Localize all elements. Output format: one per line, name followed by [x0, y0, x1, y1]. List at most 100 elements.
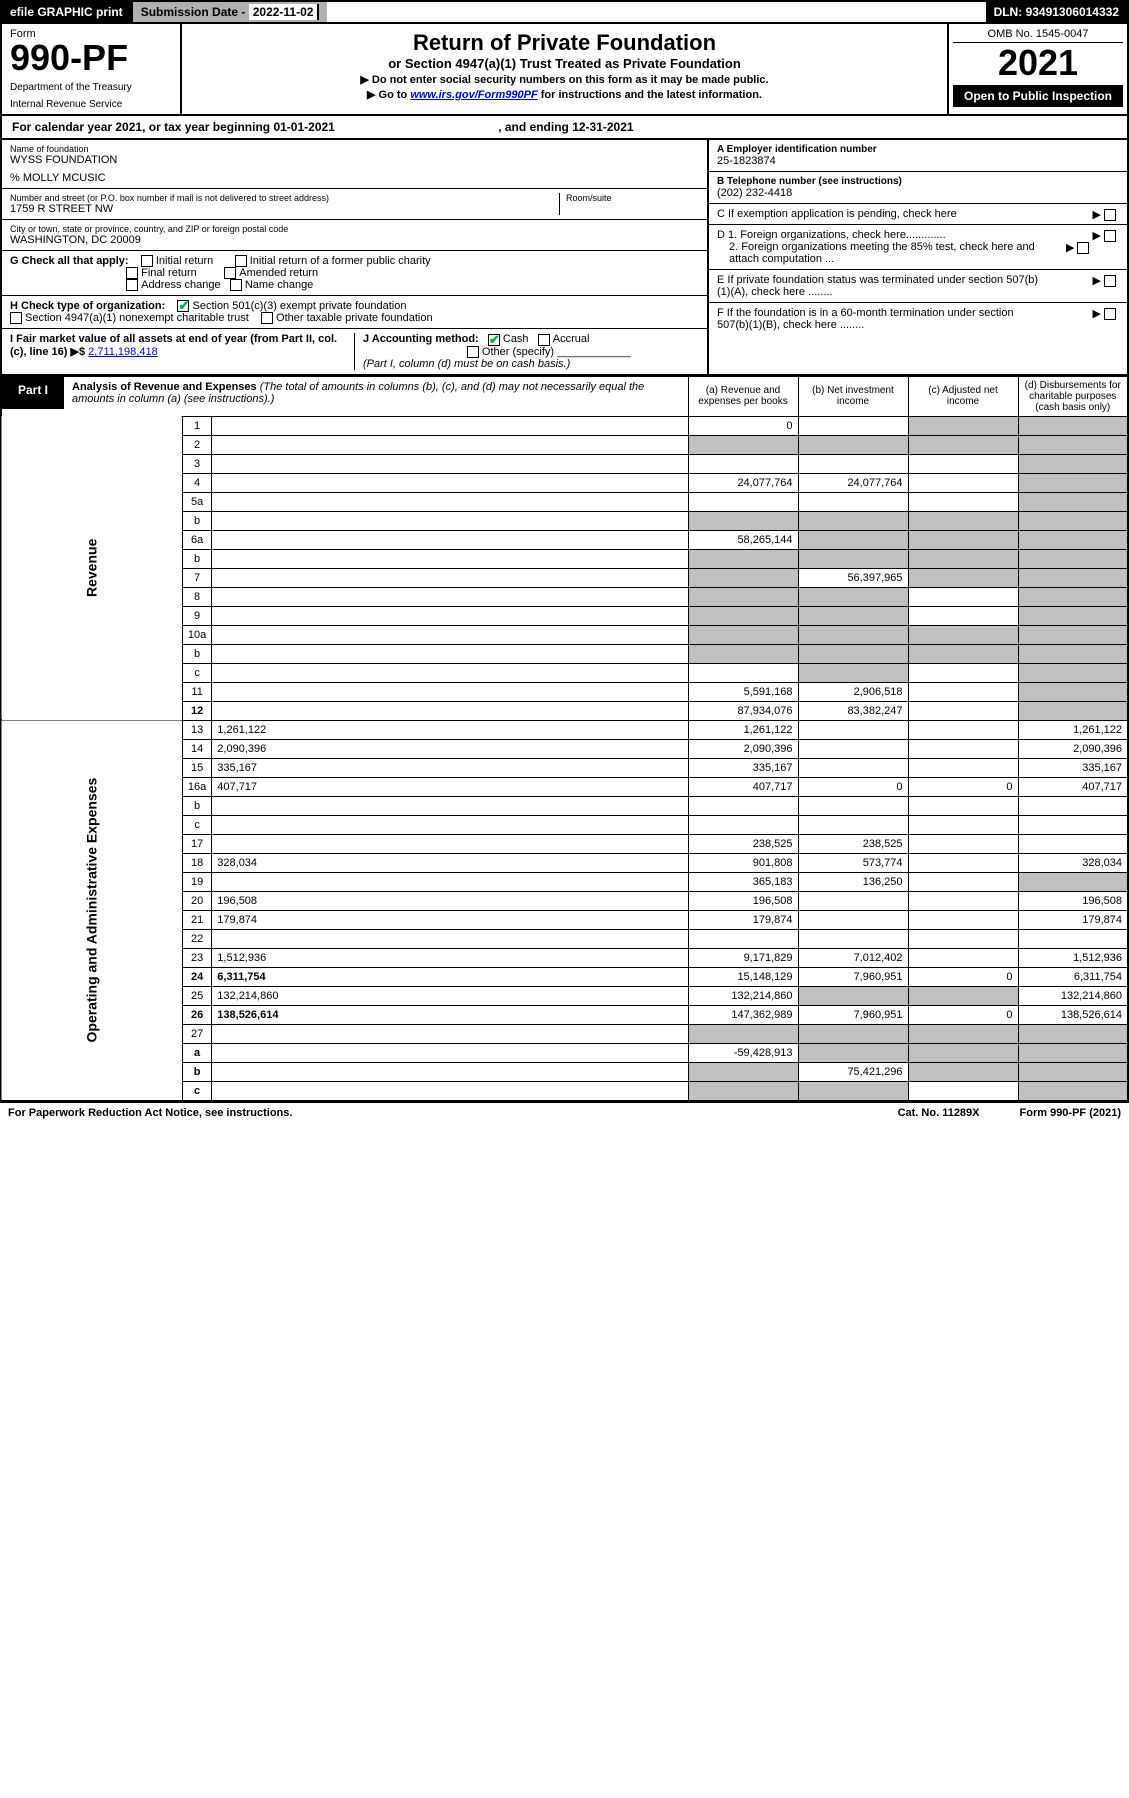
- line-b-col-a: [688, 1062, 798, 1081]
- line-14-col-c: [908, 739, 1018, 758]
- final-return-lbl: Final return: [141, 267, 197, 279]
- line-18-col-b: 573,774: [798, 853, 908, 872]
- dept-irs: Internal Revenue Service: [10, 99, 172, 110]
- line-17-col-a: 238,525: [688, 834, 798, 853]
- line-12-col-a: 87,934,076: [688, 701, 798, 720]
- f-checkbox[interactable]: [1104, 308, 1116, 320]
- cash-checkbox[interactable]: [488, 334, 500, 346]
- cal-pre: For calendar year 2021, or tax year begi…: [12, 120, 273, 134]
- line-8-col-b: [798, 587, 908, 606]
- line-b-col-a: [688, 796, 798, 815]
- accrual-checkbox[interactable]: [538, 334, 550, 346]
- efile-print-button[interactable]: efile GRAPHIC print: [2, 2, 131, 22]
- submission-date-label: Submission Date - 2022-11-02: [131, 2, 328, 22]
- line-desc-25: 132,214,860: [212, 986, 688, 1005]
- line-1-col-b: [798, 416, 908, 435]
- cash-lbl: Cash: [503, 333, 529, 345]
- info-right: A Employer identification number 25-1823…: [707, 140, 1127, 374]
- col-c-header: (c) Adjusted net income: [908, 376, 1018, 416]
- line-b-col-d: [1018, 1062, 1128, 1081]
- line-22-col-d: [1018, 929, 1128, 948]
- line-5a-col-a: [688, 492, 798, 511]
- line-20-col-b: [798, 891, 908, 910]
- line-9-col-d: [1018, 606, 1128, 625]
- line-19-col-b: 136,250: [798, 872, 908, 891]
- line-25-col-c: [908, 986, 1018, 1005]
- line-3-col-a: [688, 454, 798, 473]
- line-6a-col-a: 58,265,144: [688, 530, 798, 549]
- line-20-col-c: [908, 891, 1018, 910]
- line-desc-b: [212, 549, 688, 568]
- fmv-label: I Fair market value of all assets at end…: [10, 333, 337, 358]
- cal-end: 12-31-2021: [572, 120, 633, 134]
- line-17-col-d: [1018, 834, 1128, 853]
- d1-checkbox[interactable]: [1104, 230, 1116, 242]
- line-21-col-d: 179,874: [1018, 910, 1128, 929]
- line-20-col-a: 196,508: [688, 891, 798, 910]
- line-9-col-b: [798, 606, 908, 625]
- line-num-8: 8: [182, 587, 211, 606]
- other-method-checkbox[interactable]: [467, 346, 479, 358]
- line-4-col-a: 24,077,764: [688, 473, 798, 492]
- line-desc-21: 179,874: [212, 910, 688, 929]
- instructions-link[interactable]: www.irs.gov/Form990PF: [410, 89, 537, 101]
- d-block: D 1. Foreign organizations, check here..…: [709, 225, 1127, 270]
- line-b-col-a: [688, 549, 798, 568]
- line-b-col-a: [688, 511, 798, 530]
- address-change-checkbox[interactable]: [126, 279, 138, 291]
- name-change-checkbox[interactable]: [230, 279, 242, 291]
- other-taxable-checkbox[interactable]: [261, 312, 273, 324]
- line-num-27: 27: [182, 1024, 211, 1043]
- line-5a-col-c: [908, 492, 1018, 511]
- d2-checkbox[interactable]: [1077, 242, 1089, 254]
- calendar-year-row: For calendar year 2021, or tax year begi…: [0, 116, 1129, 140]
- foundation-info: Name of foundation WYSS FOUNDATION % MOL…: [0, 140, 1129, 376]
- line-22-col-c: [908, 929, 1018, 948]
- tel-lbl: B Telephone number (see instructions): [717, 176, 1119, 187]
- line-desc-20: 196,508: [212, 891, 688, 910]
- line-24-col-a: 15,148,129: [688, 967, 798, 986]
- line-27-col-c: [908, 1024, 1018, 1043]
- ein-block: A Employer identification number 25-1823…: [709, 140, 1127, 172]
- h-check-block: H Check type of organization: Section 50…: [2, 296, 707, 329]
- line-b-col-d: [1018, 644, 1128, 663]
- line-num-c: c: [182, 663, 211, 682]
- line-desc-27: [212, 1024, 688, 1043]
- line-13-col-c: [908, 720, 1018, 739]
- name-change-lbl: Name change: [245, 279, 314, 291]
- line-desc-a: [212, 1043, 688, 1062]
- g-label: G Check all that apply:: [10, 255, 129, 267]
- line-25-col-d: 132,214,860: [1018, 986, 1128, 1005]
- c-checkbox[interactable]: [1104, 209, 1116, 221]
- line-12-col-d: [1018, 701, 1128, 720]
- final-return-checkbox[interactable]: [126, 267, 138, 279]
- col-d-header: (d) Disbursements for charitable purpose…: [1018, 376, 1128, 416]
- line-25-col-b: [798, 986, 908, 1005]
- line-18-col-c: [908, 853, 1018, 872]
- revenue-vlabel: Revenue: [1, 416, 182, 720]
- line-desc-18: 328,034: [212, 853, 688, 872]
- other-taxable-lbl: Other taxable private foundation: [276, 312, 433, 324]
- line-num-11: 11: [182, 682, 211, 701]
- 4947-checkbox[interactable]: [10, 312, 22, 324]
- street-address: 1759 R STREET NW: [10, 203, 559, 215]
- line-6a-col-b: [798, 530, 908, 549]
- 501c3-lbl: Section 501(c)(3) exempt private foundat…: [192, 300, 406, 312]
- line-desc-9: [212, 606, 688, 625]
- form-number: 990-PF: [10, 40, 172, 76]
- line-4-col-c: [908, 473, 1018, 492]
- line-desc-1: [212, 416, 688, 435]
- city-lbl: City or town, state or province, country…: [10, 224, 699, 234]
- address-block: Number and street (or P.O. box number if…: [2, 189, 707, 220]
- initial-former-checkbox[interactable]: [235, 255, 247, 267]
- amended-return-checkbox[interactable]: [224, 267, 236, 279]
- initial-return-lbl: Initial return: [156, 255, 213, 267]
- line-10a-col-a: [688, 625, 798, 644]
- line-desc-19: [212, 872, 688, 891]
- line-num-3: 3: [182, 454, 211, 473]
- initial-return-checkbox[interactable]: [141, 255, 153, 267]
- e-checkbox[interactable]: [1104, 275, 1116, 287]
- line-num-19: 19: [182, 872, 211, 891]
- 501c3-checkbox[interactable]: [177, 300, 189, 312]
- line-26-col-c: 0: [908, 1005, 1018, 1024]
